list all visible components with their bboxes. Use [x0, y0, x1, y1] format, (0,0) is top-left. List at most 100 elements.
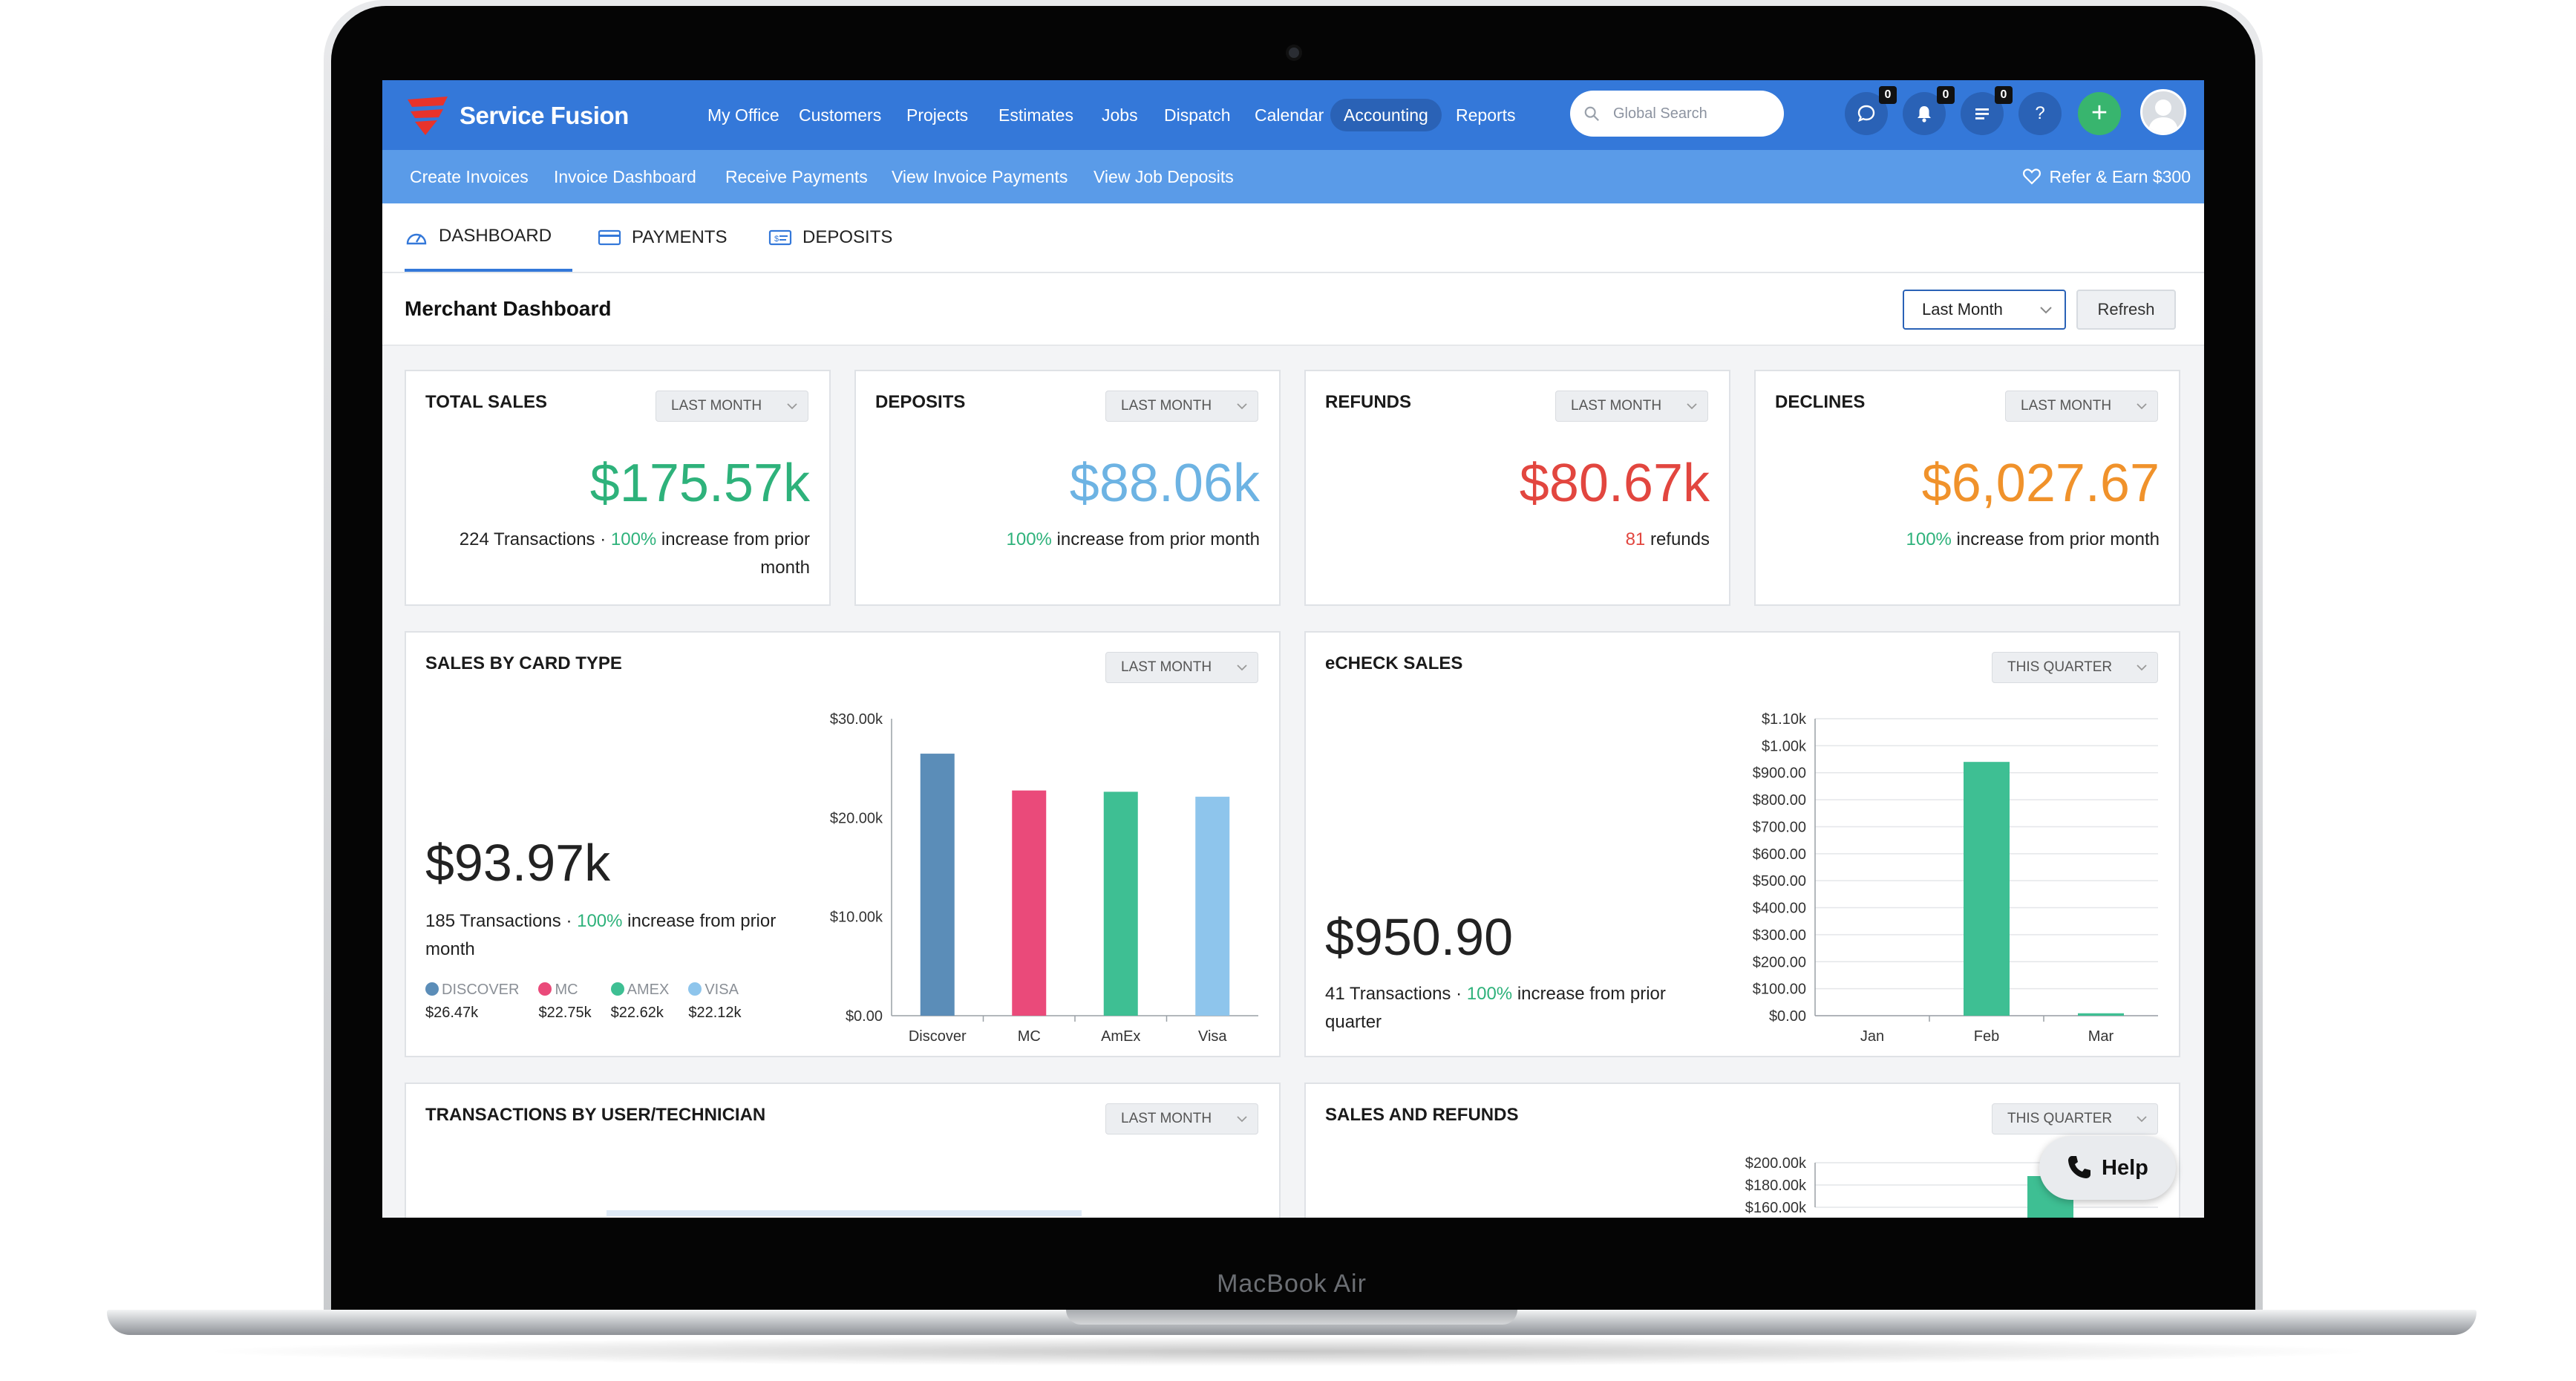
- device-brand: MacBook Air: [1217, 1270, 1367, 1298]
- card-type-title: SALES BY CARD TYPE: [425, 653, 622, 673]
- tasks-button[interactable]: 0: [1961, 86, 2013, 135]
- subnav-invoice-dashboard[interactable]: Invoice Dashboard: [554, 167, 696, 186]
- legend-discover[interactable]: DISCOVER $26.47k: [425, 982, 519, 1022]
- page-title: Merchant Dashboard: [405, 297, 612, 320]
- refunds-title: REFUNDS: [1325, 392, 1412, 412]
- chevron-down-icon: [1237, 403, 1247, 410]
- declines-period: LAST MONTH: [2021, 398, 2112, 414]
- x-tick-label: Feb: [1974, 1028, 1999, 1045]
- declines-period-select[interactable]: LAST MONTH: [2005, 391, 2158, 422]
- legend-mc[interactable]: MC $22.75k: [538, 982, 592, 1022]
- echeck-period-select[interactable]: THIS QUARTER: [1992, 652, 2158, 683]
- deposits-trend-text: increase from prior month: [1051, 529, 1260, 549]
- period-select-value: Last Month: [1922, 300, 2003, 319]
- chat-button[interactable]: 0: [1845, 86, 1897, 135]
- bar-mar[interactable]: [2078, 1013, 2124, 1016]
- heart-icon: [2023, 169, 2041, 185]
- echeck-pct: 100%: [1466, 984, 1513, 1004]
- chat-icon: [1857, 105, 1875, 123]
- help-label: Help: [2102, 1156, 2148, 1180]
- declines-trend-text: increase from prior month: [1951, 529, 2160, 549]
- declines-trend: 100% increase from prior month: [1906, 526, 2160, 554]
- refer-earn-link[interactable]: Refer & Earn $300: [2022, 150, 2191, 203]
- sales-refunds-period-select[interactable]: THIS QUARTER: [1992, 1103, 2158, 1134]
- card-type-transactions: 185 Transactions ·: [425, 911, 578, 931]
- subnav-view-invoice-payments[interactable]: View Invoice Payments: [892, 167, 1068, 186]
- legend-amex[interactable]: AMEX $22.62k: [610, 982, 669, 1022]
- help-button[interactable]: Help: [2039, 1136, 2176, 1200]
- y-tick-label: $0.00: [846, 1008, 883, 1025]
- nav-customers[interactable]: Customers: [799, 105, 882, 125]
- tab-payments[interactable]: PAYMENTS: [598, 203, 727, 272]
- card-type-period-select[interactable]: LAST MONTH: [1105, 652, 1258, 683]
- tab-bar: DASHBOARD PAYMENTS $ DEPOSITS: [382, 203, 2204, 273]
- laptop-notch: [1066, 1310, 1517, 1325]
- global-search-input[interactable]: Global Search: [1570, 91, 1784, 137]
- bar-feb[interactable]: [1964, 762, 2010, 1016]
- bar-amex[interactable]: [1103, 791, 1138, 1016]
- bar-visa[interactable]: [1195, 797, 1230, 1016]
- period-select[interactable]: Last Month: [1903, 290, 2066, 330]
- subnav-receive-payments[interactable]: Receive Payments: [725, 167, 868, 186]
- legend-amex-dot: [610, 982, 624, 996]
- chevron-down-icon: [2137, 403, 2147, 410]
- nav-my-office[interactable]: My Office: [707, 105, 779, 125]
- tab-deposits[interactable]: $ DEPOSITS: [768, 203, 892, 272]
- sales-refunds-title: SALES AND REFUNDS: [1325, 1105, 1519, 1125]
- legend-visa[interactable]: VISA $22.12k: [688, 982, 742, 1022]
- y-tick-label: $10.00k: [830, 910, 883, 926]
- by-user-period-select[interactable]: LAST MONTH: [1105, 1103, 1258, 1134]
- deposits-period-select[interactable]: LAST MONTH: [1105, 391, 1258, 422]
- legend-visa-value: $22.12k: [688, 1005, 742, 1021]
- declines-title: DECLINES: [1775, 392, 1866, 412]
- total-sales-card: TOTAL SALES LAST MONTH $175.57k 224 Tran…: [405, 370, 831, 606]
- total-sales-period-select[interactable]: LAST MONTH: [656, 391, 808, 422]
- app-logo[interactable]: Service Fusion: [405, 95, 629, 137]
- deposits-pct: 100%: [1006, 529, 1052, 549]
- app-screen: Service Fusion My Office Customers Proje…: [382, 80, 2204, 1218]
- refunds-count: 81: [1625, 529, 1646, 549]
- nav-jobs[interactable]: Jobs: [1102, 105, 1138, 125]
- refunds-count-line: 81 refunds: [1626, 526, 1710, 554]
- user-avatar[interactable]: [2140, 89, 2186, 135]
- refresh-button[interactable]: Refresh: [2076, 290, 2176, 330]
- add-button[interactable]: +: [2078, 92, 2121, 135]
- legend-mc-dot: [538, 982, 552, 996]
- camera-icon: [1289, 48, 1299, 58]
- dashboard-area: TOTAL SALES LAST MONTH $175.57k 224 Tran…: [382, 346, 2204, 1218]
- nav-dispatch[interactable]: Dispatch: [1164, 105, 1231, 125]
- notifications-button[interactable]: 0: [1903, 86, 1955, 135]
- tab-dashboard[interactable]: DASHBOARD: [405, 203, 572, 272]
- echeck-bar-chart: $0.00 $100.00 $200.00 $300.00 $400.00 $500.00…: [1753, 711, 2158, 1045]
- refunds-period-select[interactable]: LAST MONTH: [1555, 391, 1708, 422]
- nav-calendar[interactable]: Calendar: [1255, 105, 1324, 125]
- y-tick-label: $1.00k: [1762, 738, 1807, 754]
- help-question-button[interactable]: ?: [2018, 92, 2062, 135]
- total-sales-transactions: 224 Transactions ·: [459, 529, 611, 549]
- legend-mc-value: $22.75k: [538, 1005, 592, 1021]
- legend-visa-dot: [688, 982, 702, 996]
- bar-discover[interactable]: [920, 754, 955, 1016]
- nav-estimates[interactable]: Estimates: [998, 105, 1073, 125]
- x-tick-label: AmEx: [1101, 1028, 1140, 1045]
- tab-deposits-label: DEPOSITS: [802, 227, 893, 247]
- deposits-value: $88.06k: [1069, 454, 1260, 513]
- y-tick-label: $300.00: [1753, 927, 1806, 944]
- echeck-trend-text: increase from prior quarter: [1325, 984, 1666, 1032]
- subnav-view-job-deposits[interactable]: View Job Deposits: [1094, 167, 1234, 186]
- refunds-value: $80.67k: [1519, 454, 1710, 513]
- card-type-trend: 185 Transactions · 100% increase from pr…: [425, 907, 811, 964]
- deposits-card: DEPOSITS LAST MONTH $88.06k 100% increas…: [854, 370, 1281, 606]
- transactions-by-user-card: TRANSACTIONS BY USER/TECHNICIAN LAST MON…: [405, 1083, 1281, 1218]
- y-tick-label: $200.00k: [1745, 1155, 1807, 1172]
- declines-card: DECLINES LAST MONTH $6,027.67 100% incre…: [1754, 370, 2180, 606]
- x-tick-label: Mar: [2088, 1028, 2114, 1045]
- bar-mc[interactable]: [1012, 790, 1047, 1016]
- subnav-create-invoices[interactable]: Create Invoices: [410, 167, 529, 186]
- y-tick-label: $700.00: [1753, 819, 1806, 835]
- y-tick-label: $600.00: [1753, 846, 1806, 863]
- nav-accounting[interactable]: Accounting: [1330, 99, 1442, 131]
- nav-reports[interactable]: Reports: [1456, 105, 1516, 125]
- nav-projects[interactable]: Projects: [906, 105, 969, 125]
- y-tick-label: $160.00k: [1745, 1200, 1807, 1216]
